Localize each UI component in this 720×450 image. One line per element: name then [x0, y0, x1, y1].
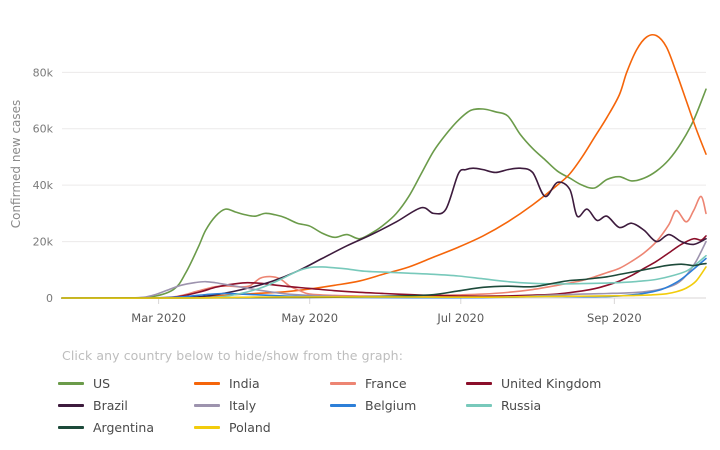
legend-color-swatch [466, 381, 492, 385]
x-tick-label: May 2020 [281, 311, 338, 325]
legend-item-label: India [229, 375, 260, 391]
legend-color-swatch [194, 425, 220, 429]
y-tick-label: 40k [33, 179, 54, 192]
series-line-belgium[interactable] [61, 257, 707, 299]
legend-item-label: Russia [501, 397, 542, 413]
legend-item-india[interactable]: India [194, 372, 330, 394]
legend-hint-text: Click any country below to hide/show fro… [62, 348, 404, 363]
series-line-poland[interactable] [61, 266, 707, 299]
legend-item-france[interactable]: France [330, 372, 466, 394]
y-axis-label: Confirmed new cases [9, 100, 23, 229]
legend-color-swatch [194, 381, 220, 385]
series-line-italy[interactable] [61, 240, 707, 299]
legend-color-swatch [58, 403, 84, 407]
legend-item-us[interactable]: US [58, 372, 194, 394]
legend-item-label: Italy [229, 397, 257, 413]
series-line-india[interactable] [61, 33, 707, 299]
y-tick-label: 20k [33, 236, 54, 249]
chart-legend: Click any country below to hide/show fro… [58, 348, 708, 438]
legend-color-swatch [194, 403, 220, 407]
legend-color-swatch [58, 381, 84, 385]
legend-item-brazil[interactable]: Brazil [58, 394, 194, 416]
legend-item-russia[interactable]: Russia [466, 394, 631, 416]
legend-item-label: Argentina [93, 419, 154, 435]
legend-color-swatch [466, 403, 492, 407]
y-tick-label: 60k [33, 123, 54, 136]
y-tick-label: 80k [33, 66, 54, 79]
y-tick-label: 0 [46, 292, 53, 305]
legend-item-united-kingdom[interactable]: United Kingdom [466, 372, 631, 394]
series-line-us[interactable] [61, 88, 707, 299]
series-line-united-kingdom[interactable] [61, 235, 707, 299]
x-tick-label: Mar 2020 [131, 311, 186, 325]
legend-item-label: United Kingdom [501, 375, 602, 391]
legend-item-label: Belgium [365, 397, 417, 413]
legend-item-belgium[interactable]: Belgium [330, 394, 466, 416]
legend-item-argentina[interactable]: Argentina [58, 416, 194, 438]
legend-color-swatch [330, 403, 356, 407]
legend-item-label: Poland [229, 419, 271, 435]
series-line-russia[interactable] [61, 254, 707, 299]
series-line-brazil[interactable] [61, 167, 707, 299]
legend-item-poland[interactable]: Poland [194, 416, 330, 438]
legend-item-label: US [93, 375, 111, 391]
legend-items-grid: US India France United Kingdom Brazil Italy Be… [58, 372, 708, 438]
legend-color-swatch [58, 425, 84, 429]
legend-item-label: France [365, 375, 407, 391]
legend-color-swatch [330, 381, 356, 385]
x-tick-label: Jul 2020 [436, 311, 484, 325]
legend-item-italy[interactable]: Italy [194, 394, 330, 416]
x-tick-label: Sep 2020 [587, 311, 642, 325]
legend-item-label: Brazil [93, 397, 128, 413]
